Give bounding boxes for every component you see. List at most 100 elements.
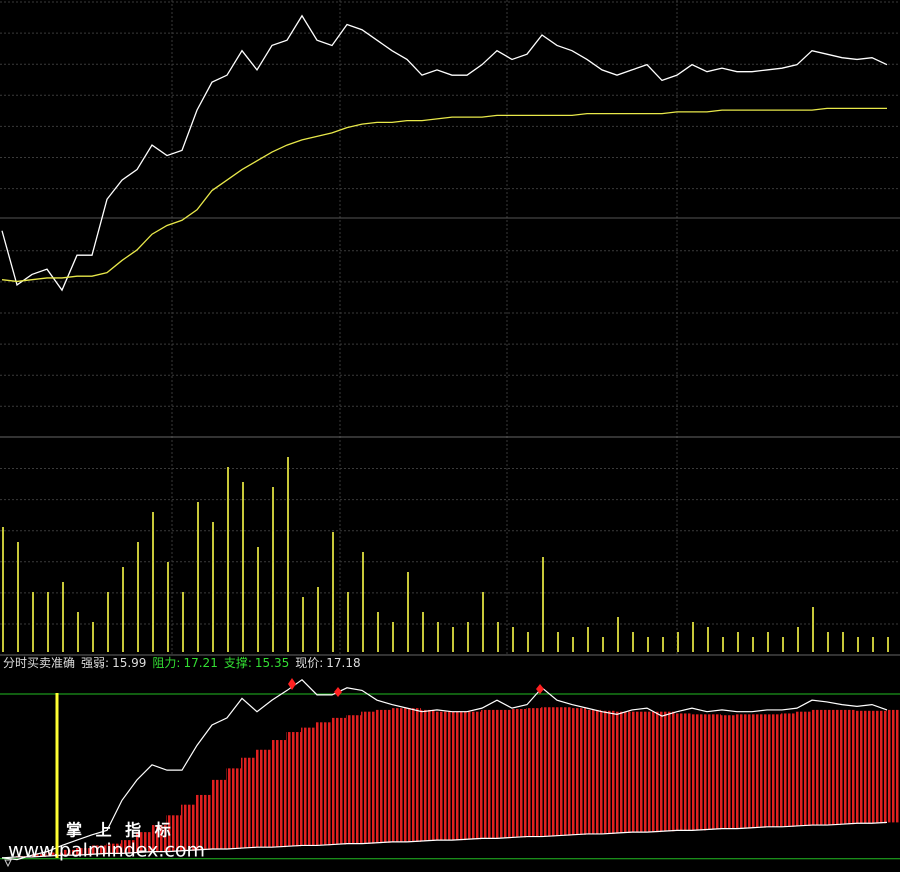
volume-bar xyxy=(752,637,754,652)
header-text: 分时买卖准确 xyxy=(3,656,75,670)
strength-bar xyxy=(196,794,211,850)
volume-bar xyxy=(527,632,529,652)
strength-bar xyxy=(121,840,136,854)
watermark-site: www.palmindex.com xyxy=(8,840,205,862)
volume-bar xyxy=(452,627,454,652)
indicator-line xyxy=(1,679,888,861)
strength-bar xyxy=(781,713,796,827)
volume-bar xyxy=(602,637,604,652)
strength-bar xyxy=(226,768,241,849)
strength-bar xyxy=(436,711,451,841)
strength-bar xyxy=(331,717,346,845)
strength-bar xyxy=(181,804,196,851)
volume-bar xyxy=(377,612,379,652)
volume-bar xyxy=(842,632,844,652)
indicator-header: 分时买卖准确 强弱: 15.99 阻力: 17.21 支撑: 15.35 现价: 17.18 xyxy=(3,655,361,670)
strength-bar xyxy=(601,710,616,834)
strength-bar xyxy=(211,779,226,849)
strength-bar xyxy=(751,714,766,828)
strength-bar xyxy=(406,708,421,842)
volume-bar xyxy=(782,637,784,652)
strength-bar xyxy=(856,710,871,824)
strength-bar xyxy=(886,709,900,823)
volume-bar xyxy=(317,587,319,652)
strength-bar xyxy=(661,711,676,832)
strength-bar xyxy=(736,714,751,829)
volume-bar xyxy=(692,622,694,652)
volume-bar xyxy=(122,567,124,652)
volume-bar xyxy=(812,607,814,652)
volume-bar xyxy=(422,612,424,652)
header-text: 阻力: xyxy=(152,656,180,670)
header-text: 15.99 xyxy=(112,656,146,670)
volume-bar xyxy=(512,627,514,652)
strength-bar xyxy=(571,708,586,835)
volume-bar xyxy=(677,632,679,652)
volume-bar xyxy=(797,627,799,652)
volume-bar xyxy=(272,487,274,652)
strength-bar xyxy=(136,832,151,853)
volume-bar xyxy=(152,512,154,652)
volume-bar xyxy=(182,592,184,652)
header-text: 强弱: xyxy=(81,656,109,670)
marks xyxy=(0,14,900,861)
volume-bar xyxy=(257,547,259,652)
strength-bar xyxy=(871,710,886,824)
strength-bar xyxy=(151,825,166,852)
strength-bar xyxy=(691,714,706,831)
strength-bar xyxy=(556,707,571,836)
strength-bar xyxy=(496,709,511,839)
volume-bar xyxy=(662,637,664,652)
volume-bar xyxy=(362,552,364,652)
volume-bar xyxy=(392,622,394,652)
strength-bar xyxy=(286,732,301,847)
strength-bar xyxy=(166,815,181,852)
volume-bar xyxy=(647,637,649,652)
volume-bar xyxy=(572,637,574,652)
volume-bar xyxy=(707,627,709,652)
strength-bar xyxy=(271,740,286,848)
volume-bar xyxy=(767,632,769,652)
strength-bar xyxy=(616,711,631,834)
volume-bar xyxy=(872,637,874,652)
volume-bar xyxy=(467,622,469,652)
header-text: 17.18 xyxy=(326,656,360,670)
strength-bar xyxy=(361,711,376,844)
volume-bar xyxy=(167,562,169,652)
volume-bar xyxy=(212,522,214,652)
volume-bar xyxy=(827,632,829,652)
volume-bar xyxy=(32,592,34,652)
strength-bar xyxy=(391,708,406,842)
strength-bar xyxy=(301,727,316,846)
volume-bar xyxy=(17,542,19,652)
volume-bar xyxy=(332,532,334,652)
volume-bar xyxy=(347,592,349,652)
volume-bar xyxy=(302,597,304,652)
volume-bar xyxy=(227,467,229,652)
strength-bar xyxy=(256,749,271,848)
strength-bar xyxy=(706,714,721,830)
strength-bar xyxy=(796,711,811,826)
volume-bar xyxy=(737,632,739,652)
volume-bar xyxy=(287,457,289,652)
volume-bar xyxy=(407,572,409,652)
volume-bar xyxy=(107,592,109,652)
volume-bar xyxy=(77,612,79,652)
volume-bar xyxy=(137,542,139,652)
volume-bar xyxy=(587,627,589,652)
volume-bar xyxy=(557,632,559,652)
strength-bar xyxy=(721,715,736,829)
strength-bar xyxy=(826,709,841,826)
strength-bar xyxy=(241,757,256,849)
strength-bar xyxy=(451,711,466,841)
volume-bar xyxy=(497,622,499,652)
header-text: 支撑: xyxy=(224,655,252,670)
volume-bar xyxy=(47,592,49,652)
price-line xyxy=(1,14,888,292)
volume-bar xyxy=(617,617,619,652)
strength-bar xyxy=(511,709,526,838)
watermark: 掌 上 指 标 xyxy=(66,821,175,840)
strength-bar xyxy=(61,849,76,856)
strength-bar xyxy=(541,707,556,837)
